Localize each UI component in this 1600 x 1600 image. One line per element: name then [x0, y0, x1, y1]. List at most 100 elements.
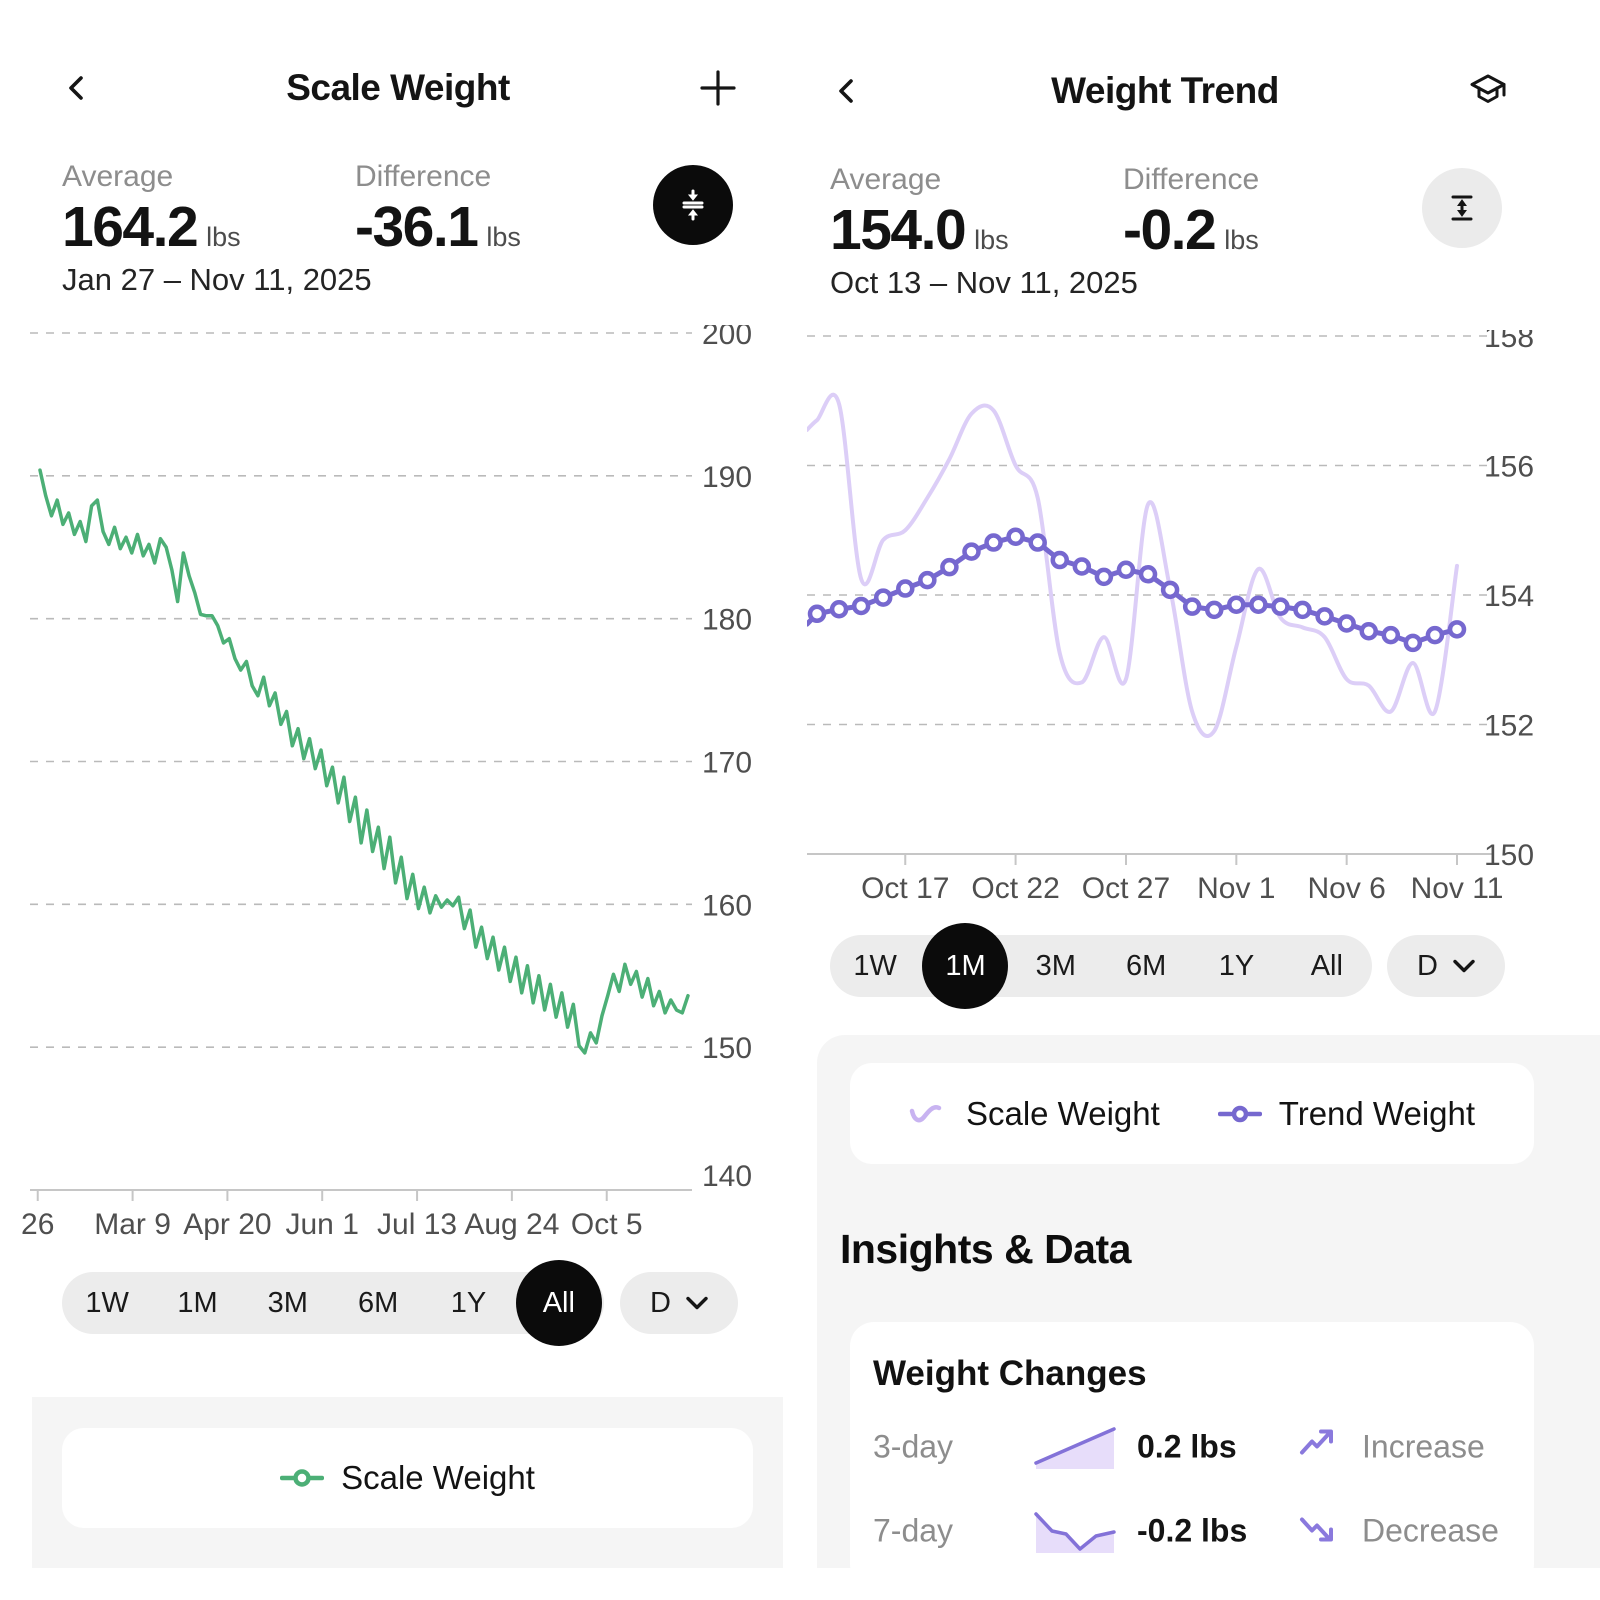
range-3m-button[interactable]: 3M	[243, 1272, 333, 1334]
svg-text:Jun 1: Jun 1	[286, 1208, 359, 1240]
page-title: Weight Trend	[1051, 70, 1279, 111]
svg-text:160: 160	[702, 889, 752, 922]
legend-scale-weight[interactable]: Scale Weight	[909, 1095, 1160, 1133]
legend-label: Scale Weight	[965, 1094, 1160, 1132]
chevron-down-icon	[1453, 959, 1475, 973]
legend-trend-weight[interactable]: Trend Weight	[1217, 1094, 1476, 1133]
scale-weight-marker-icon	[280, 1469, 325, 1487]
svg-text:156: 156	[1484, 451, 1534, 484]
svg-text:180: 180	[702, 604, 752, 637]
svg-text:150: 150	[1484, 839, 1534, 872]
range-1y-button[interactable]: 1Y	[1191, 935, 1281, 997]
add-entry-button[interactable]	[694, 64, 742, 112]
average-value: 154.0	[830, 198, 967, 262]
expand-range-button[interactable]	[1422, 168, 1502, 248]
legend-card: Scale Weight	[62, 1428, 753, 1528]
weight-trend-screen: Weight Trend Average 154.0 lbs Differenc…	[807, 0, 1600, 1600]
svg-text:Oct 27: Oct 27	[1082, 872, 1170, 900]
difference-value: -36.1	[355, 195, 479, 259]
chevron-down-icon	[686, 1296, 708, 1310]
average-value: 164.2	[62, 195, 199, 259]
svg-text:26: 26	[21, 1208, 54, 1240]
trend-down-icon	[1298, 1509, 1338, 1554]
scale-weight-chart[interactable]: 200 190 180 170 160 150 140 26 Mar 9 Apr 20 Jun 1 J…	[0, 325, 783, 1240]
weight-trend-chart[interactable]: 158 156 154 152 150 Oct 17 Oct 22 Oct 27 Nov 1 No…	[807, 330, 1600, 900]
granularity-value: D	[650, 1286, 671, 1319]
svg-text:170: 170	[702, 746, 752, 779]
direction-label: Decrease	[1362, 1512, 1499, 1549]
svg-text:158: 158	[1484, 330, 1534, 354]
difference-label: Difference	[1123, 163, 1260, 196]
range-all-button[interactable]: All	[514, 1272, 604, 1334]
time-range-selector: 1W 1M 3M 6M 1Y All	[830, 935, 1372, 997]
range-6m-button[interactable]: 6M	[1101, 935, 1191, 997]
legend-label: Trend Weight	[1278, 1094, 1476, 1132]
granularity-dropdown[interactable]: D	[1387, 935, 1505, 997]
chevron-left-icon	[69, 76, 83, 100]
average-stat: Average 164.2 lbs	[62, 160, 241, 260]
svg-text:Mar 9: Mar 9	[94, 1208, 171, 1240]
svg-text:Oct 22: Oct 22	[971, 872, 1059, 900]
range-all-button[interactable]: All	[1282, 935, 1372, 997]
range-1m-button[interactable]: 1M	[920, 935, 1010, 997]
svg-text:154: 154	[1484, 580, 1534, 613]
trend-weight-marker-icon	[1217, 1105, 1262, 1122]
legend-section: Scale Weight	[32, 1397, 783, 1568]
period-label: 7-day	[873, 1512, 954, 1549]
change-value: 0.2 lbs	[1137, 1428, 1237, 1465]
svg-text:Apr 20: Apr 20	[183, 1208, 271, 1240]
range-1m-button[interactable]: 1M	[152, 1272, 242, 1334]
range-1w-button[interactable]: 1W	[62, 1272, 152, 1334]
granularity-dropdown[interactable]: D	[620, 1272, 738, 1334]
legend-scale-weight[interactable]: Scale Weight	[280, 1459, 535, 1497]
svg-text:150: 150	[702, 1032, 752, 1065]
difference-unit: lbs	[1224, 225, 1259, 255]
difference-unit: lbs	[486, 222, 521, 252]
back-button[interactable]	[825, 69, 869, 113]
insights-heading: Insights & Data	[840, 1226, 1131, 1272]
spark-7day	[1033, 1507, 1118, 1555]
chevron-left-icon	[839, 79, 853, 103]
difference-stat: Difference -0.2 lbs	[1123, 163, 1259, 263]
legend-card: Scale Weight Trend Weight	[850, 1063, 1534, 1164]
range-1y-button[interactable]: 1Y	[423, 1272, 513, 1334]
back-button[interactable]	[55, 66, 99, 110]
difference-label: Difference	[355, 160, 492, 193]
weight-changes-title: Weight Changes	[873, 1354, 1147, 1393]
trend-up-icon	[1298, 1425, 1338, 1470]
svg-text:Nov 11: Nov 11	[1411, 872, 1504, 900]
plus-icon	[700, 70, 736, 106]
weight-change-row-7day: 7-day -0.2 lbs Decrease	[850, 1499, 1534, 1563]
average-label: Average	[830, 163, 942, 196]
svg-text:Aug 24: Aug 24	[464, 1208, 559, 1240]
range-6m-button[interactable]: 6M	[333, 1272, 423, 1334]
svg-text:Oct 17: Oct 17	[861, 872, 949, 900]
date-range: Jan 27 – Nov 11, 2025	[62, 262, 372, 297]
scale-weight-wave-icon	[909, 1104, 942, 1122]
average-unit: lbs	[206, 222, 241, 252]
learn-button[interactable]	[1463, 66, 1513, 116]
education-icon	[1470, 74, 1506, 103]
period-label: 3-day	[873, 1428, 954, 1465]
range-3m-button[interactable]: 3M	[1011, 935, 1101, 997]
svg-text:Nov 1: Nov 1	[1197, 872, 1275, 900]
collapse-vertical-icon	[682, 189, 704, 221]
svg-text:140: 140	[702, 1160, 752, 1193]
time-range-selector: 1W 1M 3M 6M 1Y All	[62, 1272, 604, 1334]
spark-3day	[1033, 1423, 1118, 1471]
page-title: Scale Weight	[286, 67, 510, 108]
date-range: Oct 13 – Nov 11, 2025	[830, 265, 1138, 300]
scale-weight-screen: Scale Weight Average 164.2 lbs Differenc…	[0, 0, 800, 1600]
difference-value: -0.2	[1123, 198, 1217, 262]
svg-text:Nov 6: Nov 6	[1307, 872, 1385, 900]
insights-section: Scale Weight Trend Weight Insights & Dat…	[817, 1035, 1600, 1588]
granularity-value: D	[1417, 949, 1438, 982]
svg-text:200: 200	[702, 325, 752, 351]
average-unit: lbs	[974, 225, 1009, 255]
change-value: -0.2 lbs	[1137, 1512, 1248, 1549]
expand-vertical-icon	[1451, 195, 1473, 221]
range-1w-button[interactable]: 1W	[830, 935, 920, 997]
collapse-range-button[interactable]	[653, 165, 733, 245]
svg-text:Jul 13: Jul 13	[377, 1208, 457, 1240]
